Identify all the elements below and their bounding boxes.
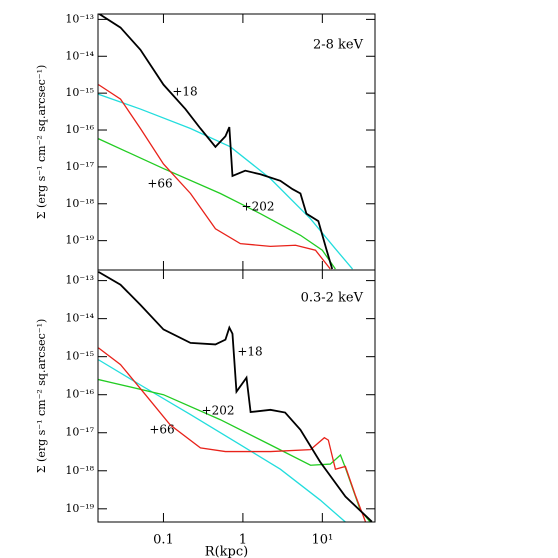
y-tick-label: 10⁻¹⁸ bbox=[65, 464, 94, 477]
data-line bbox=[98, 347, 367, 522]
y-tick-label: 10⁻¹³ bbox=[65, 274, 94, 287]
annotation: +202 bbox=[242, 200, 275, 214]
annotation: +202 bbox=[202, 404, 235, 418]
y-tick-label: 10⁻¹⁶ bbox=[65, 388, 94, 401]
data-line bbox=[98, 138, 336, 270]
y-axis-label: Σ (erg s⁻¹ cm⁻² sq.arcsec⁻¹) bbox=[35, 65, 48, 220]
x-axis-label: R(kpc) bbox=[205, 545, 248, 558]
data-line bbox=[98, 378, 371, 522]
annotation: +18 bbox=[172, 85, 197, 99]
y-tick-label: 10⁻¹⁵ bbox=[65, 350, 94, 363]
plot-area bbox=[98, 271, 373, 522]
y-tick-label: 10⁻¹⁷ bbox=[65, 160, 94, 173]
y-tick-label: 10⁻¹⁹ bbox=[65, 502, 94, 515]
data-line bbox=[98, 271, 373, 522]
y-tick-label: 10⁻¹⁹ bbox=[65, 234, 94, 247]
panel-title: 2-8 keV bbox=[313, 38, 364, 53]
x-tick-label: 1 bbox=[239, 533, 247, 548]
y-tick-label: 10⁻¹⁵ bbox=[65, 86, 94, 99]
frame bbox=[97, 269, 376, 523]
y-tick-label: 10⁻¹⁶ bbox=[65, 123, 94, 136]
data-line bbox=[98, 84, 331, 270]
y-tick-label: 10⁻¹⁸ bbox=[65, 197, 94, 210]
y-tick-label: 10⁻¹⁷ bbox=[65, 426, 94, 439]
annotation: +66 bbox=[149, 423, 174, 437]
data-line bbox=[98, 359, 346, 522]
y-tick-label: 10⁻¹⁴ bbox=[65, 49, 94, 62]
x-tick-label: 0.1 bbox=[153, 533, 174, 548]
annotation: +66 bbox=[147, 177, 172, 191]
data-line bbox=[98, 14, 334, 270]
y-tick-label: 10⁻¹⁴ bbox=[65, 312, 94, 325]
plot-area bbox=[98, 14, 354, 270]
y-axis-label: Σ (erg s⁻¹ cm⁻² sq.arcsec⁻¹) bbox=[35, 319, 48, 474]
y-tick-label: 10⁻¹³ bbox=[65, 12, 94, 25]
annotation: +18 bbox=[237, 345, 262, 359]
x-tick-label: 10¹ bbox=[311, 533, 333, 548]
data-line bbox=[98, 93, 354, 270]
panel-title: 0.3-2 keV bbox=[301, 291, 364, 306]
